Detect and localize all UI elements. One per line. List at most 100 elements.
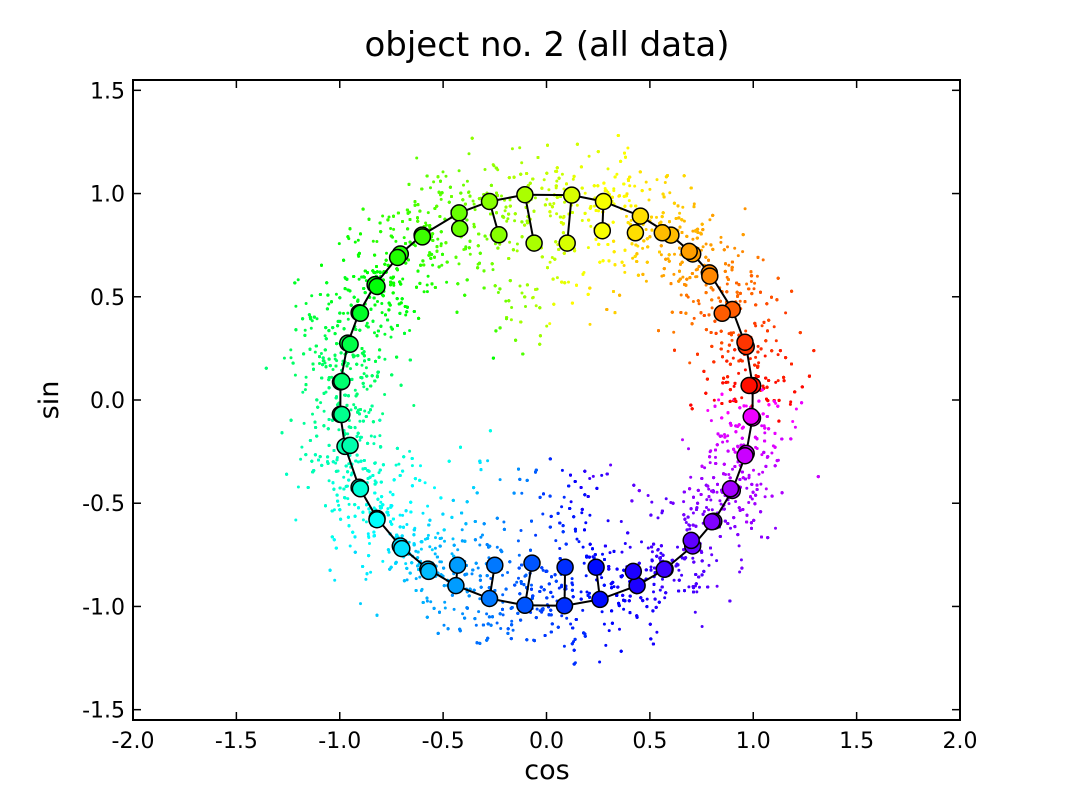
scatter-point xyxy=(609,463,613,467)
scatter-point xyxy=(347,502,351,506)
scatter-point xyxy=(387,215,391,219)
scatter-point xyxy=(530,583,533,587)
scatter-point xyxy=(457,262,461,266)
scatter-point xyxy=(506,217,510,221)
scatter-point xyxy=(583,191,587,195)
scatter-point xyxy=(348,544,352,548)
scatter-point xyxy=(691,237,695,241)
scatter-point xyxy=(760,324,764,328)
scatter-point xyxy=(319,401,323,405)
scatter-point xyxy=(520,161,524,165)
scatter-point xyxy=(732,331,735,335)
scatter-point xyxy=(531,295,535,299)
scatter-point xyxy=(296,278,300,282)
scatter-point xyxy=(737,544,741,548)
scatter-point xyxy=(473,208,477,212)
scatter-point xyxy=(623,270,627,274)
scatter-point xyxy=(754,324,758,328)
scatter-point xyxy=(519,529,523,532)
scatter-point xyxy=(383,393,387,396)
scatter-point xyxy=(600,610,604,614)
scatter-point xyxy=(385,251,388,255)
scatter-point xyxy=(601,552,604,556)
scatter-point xyxy=(333,578,337,582)
scatter-point xyxy=(364,520,368,524)
scatter-point xyxy=(585,590,589,594)
scatter-point xyxy=(747,476,751,480)
scatter-point xyxy=(426,274,430,278)
scatter-point xyxy=(682,219,686,223)
scatter-point xyxy=(364,577,368,581)
scatter-point xyxy=(517,576,520,580)
scatter-point xyxy=(659,551,663,555)
scatter-point xyxy=(299,457,303,461)
scatter-point xyxy=(346,497,350,501)
scatter-point xyxy=(772,325,776,329)
scatter-point xyxy=(760,453,764,457)
scatter-point xyxy=(322,359,326,363)
scatter-point xyxy=(552,202,556,205)
scatter-point xyxy=(365,321,369,325)
scatter-point xyxy=(717,398,721,402)
scatter-point xyxy=(660,274,664,278)
scatter-point xyxy=(439,244,443,248)
scatter-point xyxy=(587,154,591,158)
scatter-point xyxy=(659,253,663,257)
scatter-point xyxy=(704,242,708,246)
scatter-point xyxy=(622,264,626,267)
scatter-point xyxy=(560,505,564,509)
scatter-point xyxy=(655,178,659,182)
scatter-point xyxy=(691,511,695,515)
scatter-point xyxy=(619,520,623,523)
scatter-point xyxy=(732,384,736,388)
scatter-point xyxy=(457,169,461,173)
scatter-point xyxy=(743,368,747,372)
scatter-point xyxy=(558,547,562,550)
scatter-point xyxy=(641,246,645,250)
scatter-point xyxy=(631,256,635,260)
scatter-point xyxy=(646,546,650,550)
scatter-point xyxy=(353,388,357,392)
scatter-point xyxy=(421,511,425,515)
scatter-point xyxy=(618,627,621,631)
scatter-point xyxy=(569,500,573,504)
scatter-point xyxy=(626,146,630,150)
scatter-point xyxy=(381,412,385,416)
scatter-point xyxy=(434,536,437,540)
scatter-point xyxy=(608,551,612,555)
scatter-point xyxy=(717,296,721,300)
scatter-point xyxy=(397,462,401,466)
scatter-point xyxy=(429,186,432,190)
scatter-point xyxy=(398,513,402,517)
scatter-point xyxy=(729,526,732,530)
scatter-point xyxy=(342,475,346,479)
scatter-point xyxy=(560,172,564,176)
scatter-point xyxy=(707,487,711,491)
scatter-point xyxy=(518,284,522,288)
scatter-point xyxy=(687,585,691,589)
scatter-point xyxy=(337,503,341,507)
scatter-point xyxy=(584,574,588,578)
scatter-point xyxy=(582,561,586,565)
scatter-point xyxy=(425,599,429,603)
scatter-point xyxy=(715,559,719,563)
scatter-point xyxy=(462,183,465,187)
scatter-point xyxy=(540,610,544,614)
scatter-point xyxy=(414,577,418,581)
scatter-point xyxy=(347,462,351,466)
scatter-point xyxy=(725,439,729,443)
chart-title: object no. 2 (all data) xyxy=(364,25,729,65)
scatter-point xyxy=(426,211,430,215)
scatter-point xyxy=(444,174,448,178)
scatter-point xyxy=(547,188,551,192)
scatter-point xyxy=(428,545,432,549)
scatter-point xyxy=(748,357,752,361)
scatter-point xyxy=(353,240,357,244)
scatter-point xyxy=(410,464,414,468)
scatter-point xyxy=(681,205,685,209)
scatter-point xyxy=(541,568,545,572)
scatter-point xyxy=(672,330,676,334)
scatter-point xyxy=(366,532,370,536)
scatter-point xyxy=(588,513,592,517)
